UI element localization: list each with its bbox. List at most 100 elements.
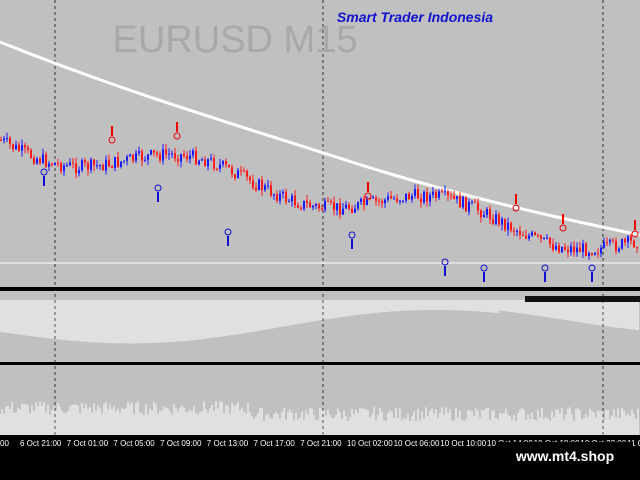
candle-body <box>327 200 329 202</box>
candle-body <box>300 207 302 210</box>
candle-body <box>585 243 587 256</box>
candle-body <box>540 235 542 239</box>
candle-body <box>531 232 533 236</box>
candle-body <box>168 153 170 155</box>
candle-body <box>135 153 137 161</box>
candle-body <box>393 198 395 200</box>
candle-body <box>462 196 464 208</box>
candle-body <box>399 200 401 202</box>
candle-body <box>255 187 257 190</box>
candle-body <box>207 159 209 167</box>
candle-body <box>33 157 35 164</box>
candle-body <box>144 159 146 161</box>
candle-body <box>582 243 584 253</box>
buy-signal <box>40 168 48 176</box>
candle-body <box>42 154 44 164</box>
candle-body <box>471 201 473 203</box>
site-watermark: www.mt4.shop <box>515 448 614 464</box>
candle-body <box>258 179 260 190</box>
candle-body <box>534 232 536 236</box>
moving-average <box>0 40 640 237</box>
candle-body <box>360 198 362 203</box>
candle-body <box>486 208 488 215</box>
candle-body <box>366 198 368 205</box>
time-label: 6 Oct 21:00 <box>20 439 62 448</box>
candle-body <box>180 154 182 162</box>
candle-body <box>618 248 620 252</box>
candle-body <box>267 185 269 187</box>
candle-body <box>126 156 128 161</box>
candle-body <box>96 165 98 167</box>
candle-body <box>414 189 416 197</box>
candle-body <box>456 196 458 199</box>
candle-body <box>330 200 332 203</box>
candle-body <box>498 214 500 225</box>
candle-body <box>75 163 77 174</box>
candle-body <box>54 163 56 166</box>
candle-body <box>390 196 392 199</box>
candle-body <box>273 194 275 196</box>
candle-body <box>324 200 326 210</box>
candle-body <box>150 150 152 155</box>
main-window <box>0 0 640 287</box>
candle-body <box>435 191 437 198</box>
sell-signal <box>173 132 181 140</box>
candle-body <box>306 200 308 203</box>
candle-body <box>423 191 425 203</box>
candle-body <box>228 164 230 168</box>
candle-body <box>483 214 485 218</box>
candle-body <box>132 154 134 161</box>
candle-body <box>495 214 497 224</box>
candle-body <box>138 151 140 154</box>
sell-signal <box>364 192 372 200</box>
candle-body <box>18 144 20 151</box>
candle-body <box>591 253 593 255</box>
candle-body <box>243 170 245 172</box>
candle-body <box>345 204 347 209</box>
candle-body <box>285 191 287 202</box>
time-label: 10 Oct 10:00 <box>440 439 486 448</box>
candle-body <box>558 245 560 253</box>
time-label: 11 O <box>627 439 640 448</box>
candle-body <box>621 239 623 249</box>
candle-body <box>615 240 617 252</box>
candle-body <box>612 239 614 241</box>
time-label: 7 Oct 09:00 <box>160 439 202 448</box>
candle-body <box>555 245 557 250</box>
candle-body <box>156 152 158 155</box>
time-label: 00 <box>0 439 9 448</box>
candle-body <box>237 170 239 179</box>
candle-body <box>294 195 296 206</box>
candle-body <box>363 198 365 205</box>
buy-signal <box>224 228 232 236</box>
candle-body <box>252 180 254 188</box>
candle-body <box>87 162 89 170</box>
candle-body <box>438 191 440 198</box>
candle-body <box>312 205 314 208</box>
candle-body <box>81 160 83 171</box>
candle-body <box>12 144 14 150</box>
candle-body <box>333 202 335 211</box>
candle-body <box>195 150 197 165</box>
candle-body <box>381 200 383 204</box>
candle-body <box>384 199 386 204</box>
candle-body <box>450 195 452 197</box>
candle-body <box>183 154 185 157</box>
candle-body <box>60 163 62 172</box>
candle-body <box>354 208 356 213</box>
candle-body <box>408 193 410 200</box>
candle-body <box>342 208 344 215</box>
candle-body <box>234 174 236 179</box>
candle-body <box>147 154 149 160</box>
candle-body <box>588 253 590 256</box>
candle-body <box>492 219 494 224</box>
candle-body <box>489 208 491 220</box>
candle-body <box>222 161 224 165</box>
candle-body <box>177 158 179 162</box>
time-label: 10 Oct 06:00 <box>394 439 440 448</box>
candle-body <box>84 160 86 163</box>
time-label: 7 Oct 17:00 <box>254 439 296 448</box>
symbol-watermark: EURUSD M15 <box>113 19 358 61</box>
candle-body <box>9 137 11 145</box>
candle-body <box>480 210 482 218</box>
